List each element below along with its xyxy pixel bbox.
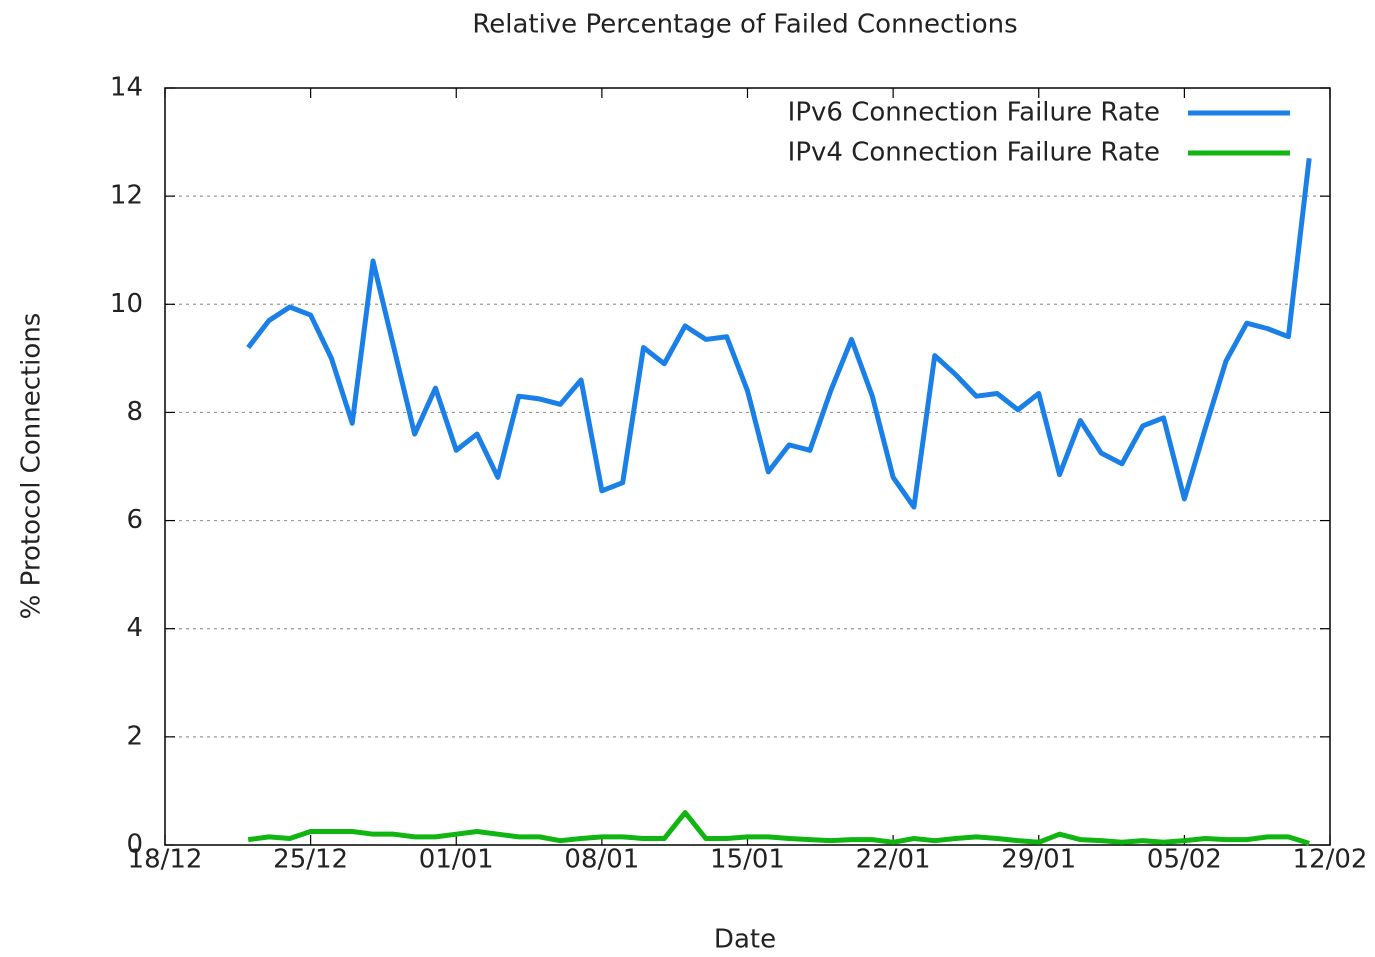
y-axis-label: % Protocol Connections	[17, 313, 47, 620]
x-tick-label: 08/01	[564, 845, 639, 875]
legend-label: IPv6 Connection Failure Rate	[788, 98, 1160, 128]
y-tick-label: 0	[126, 830, 143, 860]
x-axis-label: Date	[714, 925, 776, 955]
y-tick-label: 14	[110, 73, 143, 103]
y-tick-label: 8	[126, 397, 143, 427]
chart-title: Relative Percentage of Failed Connection…	[472, 10, 1017, 40]
x-tick-label: 01/01	[419, 845, 494, 875]
x-tick-label: 12/02	[1293, 845, 1368, 875]
y-tick-label: 6	[126, 505, 143, 535]
x-tick-label: 05/02	[1147, 845, 1222, 875]
x-tick-label: 22/01	[856, 845, 931, 875]
x-tick-label: 15/01	[710, 845, 785, 875]
x-tick-label: 18/12	[128, 845, 203, 875]
y-tick-label: 2	[126, 721, 143, 751]
plot-frame	[164, 87, 1331, 846]
x-tick-label: 29/01	[1001, 845, 1076, 875]
y-tick-label: 10	[110, 289, 143, 319]
legend-label: IPv4 Connection Failure Rate	[788, 138, 1160, 168]
series-line	[246, 158, 1312, 510]
x-tick-label: 25/12	[273, 845, 348, 875]
y-tick-label: 4	[126, 613, 143, 643]
y-tick-label: 12	[110, 181, 143, 211]
series-line	[247, 810, 1310, 846]
